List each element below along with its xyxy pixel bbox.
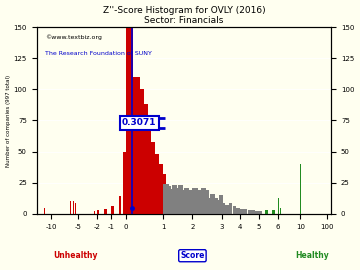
Bar: [207, 198, 212, 214]
Bar: [244, 209, 247, 214]
Bar: [184, 188, 189, 214]
Bar: [159, 174, 166, 214]
Bar: [181, 190, 186, 214]
Title: Z''-Score Histogram for OVLY (2016)
Sector: Financials: Z''-Score Histogram for OVLY (2016) Sect…: [103, 6, 265, 25]
Bar: [75, 203, 76, 214]
Bar: [259, 211, 262, 214]
Bar: [195, 190, 201, 214]
Bar: [166, 187, 171, 214]
Bar: [134, 77, 140, 214]
Bar: [119, 197, 121, 214]
Text: Healthy: Healthy: [296, 251, 329, 260]
Text: 0.3071: 0.3071: [122, 119, 156, 127]
Bar: [172, 185, 177, 214]
Bar: [233, 206, 236, 214]
Bar: [278, 198, 279, 214]
Text: The Research Foundation of SUNY: The Research Foundation of SUNY: [45, 51, 152, 56]
Bar: [216, 200, 221, 214]
Bar: [186, 190, 192, 214]
Bar: [126, 27, 132, 214]
Bar: [213, 198, 218, 214]
Bar: [70, 201, 71, 214]
Bar: [248, 210, 251, 214]
Bar: [198, 194, 203, 214]
Bar: [178, 185, 183, 214]
Bar: [94, 211, 95, 214]
Text: Unhealthy: Unhealthy: [53, 251, 98, 260]
Bar: [280, 208, 282, 214]
Bar: [251, 210, 255, 214]
Bar: [219, 195, 223, 214]
Bar: [137, 89, 144, 214]
Bar: [255, 211, 258, 214]
Bar: [163, 184, 168, 214]
Bar: [192, 188, 198, 214]
Bar: [240, 209, 244, 214]
Bar: [123, 152, 126, 214]
Bar: [111, 206, 114, 214]
Bar: [156, 164, 163, 214]
Text: ©www.textbiz.org: ©www.textbiz.org: [45, 35, 102, 40]
Bar: [152, 154, 159, 214]
Bar: [141, 104, 148, 214]
Bar: [229, 203, 232, 214]
Bar: [221, 203, 225, 214]
Text: Score: Score: [180, 251, 204, 260]
Bar: [225, 205, 229, 214]
Bar: [73, 201, 74, 214]
Bar: [265, 210, 268, 214]
Bar: [201, 188, 206, 214]
Bar: [104, 209, 107, 214]
Y-axis label: Number of companies (997 total): Number of companies (997 total): [5, 75, 10, 167]
Bar: [237, 208, 240, 214]
Bar: [204, 190, 209, 214]
Bar: [210, 194, 215, 214]
Bar: [169, 189, 174, 214]
Bar: [148, 142, 155, 214]
Bar: [97, 210, 99, 214]
Bar: [175, 188, 180, 214]
Bar: [189, 194, 195, 214]
Bar: [44, 208, 45, 214]
Bar: [272, 210, 275, 214]
Bar: [145, 127, 151, 214]
